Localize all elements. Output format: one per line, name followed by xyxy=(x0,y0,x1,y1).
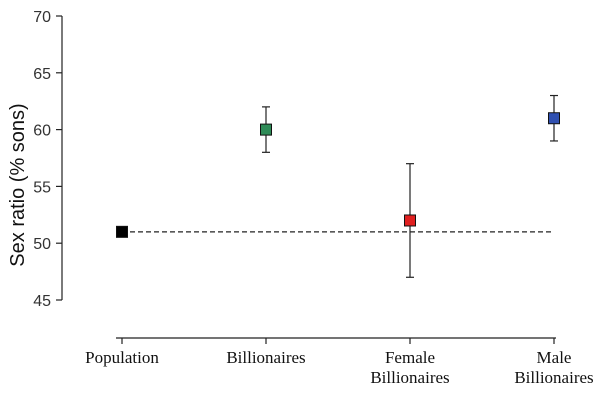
y-axis-title: Sex ratio (% sons) xyxy=(7,103,29,266)
y-tick-label: 55 xyxy=(33,179,51,196)
data-series xyxy=(116,94,560,278)
x-tick-label: Billionaires xyxy=(226,348,305,367)
x-tick-label: Male Billionaires xyxy=(514,348,593,387)
y-tick-label: 70 xyxy=(33,9,51,26)
data-point-marker xyxy=(404,214,416,227)
y-tick-label: 60 xyxy=(33,123,51,140)
data-point-marker xyxy=(260,123,272,136)
data-point-marker xyxy=(548,112,560,125)
y-tick-label: 45 xyxy=(33,293,51,310)
y-tick-label: 65 xyxy=(33,66,51,83)
data-point-marker xyxy=(116,225,128,238)
y-tick-label: 50 xyxy=(33,236,51,253)
x-axis: Population Billionaires Female Billionaires… xyxy=(85,337,594,387)
y-axis: 45 50 55 60 65 70 xyxy=(33,9,63,310)
x-tick-label: Female Billionaires xyxy=(370,348,449,387)
x-tick-label: Population xyxy=(85,348,159,367)
